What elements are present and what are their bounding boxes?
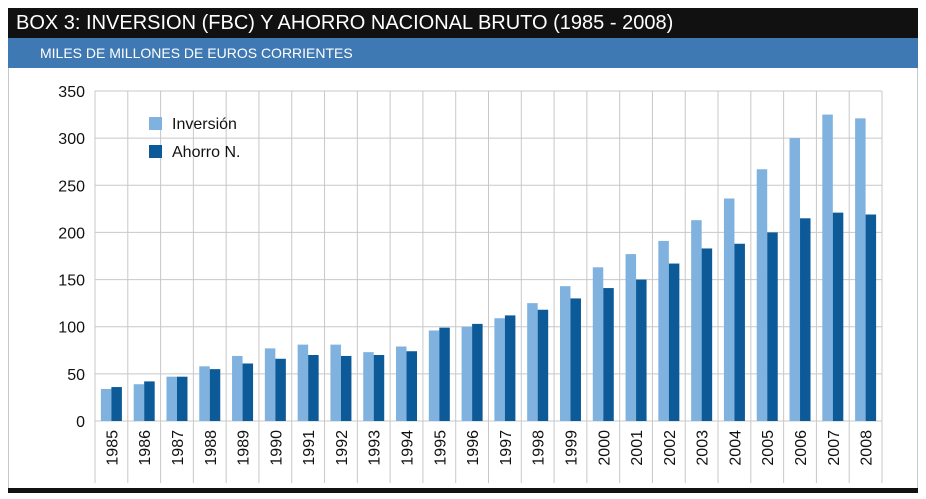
bar-chart: 0 50 100 150 200 250 300 350 1985 1986 1987 1988 198… [58, 84, 883, 483]
bar-inversion [559, 286, 571, 421]
y-tick-label: 50 [67, 367, 85, 384]
bottom-rule [8, 488, 918, 493]
legend-label: Ahorro N. [172, 144, 240, 161]
bar-inversion [855, 118, 866, 421]
bar-ahorro [111, 387, 122, 421]
bar-inversion [625, 254, 637, 421]
x-tick-label: 2002 [662, 430, 679, 466]
bar-inversion [789, 138, 801, 421]
bar-ahorro [504, 315, 516, 421]
bar-inversion [100, 388, 112, 421]
x-tick-label: 2001 [629, 430, 646, 466]
legend-swatch [149, 145, 162, 158]
y-tick-label: 0 [76, 414, 85, 431]
bar-ahorro [340, 355, 352, 421]
bar-ahorro [701, 248, 713, 421]
bar-ahorro [242, 363, 254, 421]
x-tick-label: 2008 [859, 430, 876, 466]
bar-inversion [396, 346, 407, 421]
bar-ahorro [373, 355, 385, 421]
bar-ahorro [439, 327, 450, 421]
y-tick-label: 300 [58, 131, 85, 148]
bar-inversion [428, 330, 440, 421]
bar-inversion [232, 355, 243, 421]
bar-ahorro [275, 358, 286, 421]
bar-inversion [723, 198, 735, 421]
legend-swatch [149, 117, 162, 130]
y-tick-label: 350 [58, 84, 85, 101]
bar-inversion [527, 303, 538, 421]
x-tick-label: 1998 [531, 430, 548, 466]
x-tick-label: 1985 [104, 430, 121, 466]
bar-ahorro [668, 263, 680, 421]
x-tick-label: 1994 [400, 430, 417, 466]
bar-ahorro [570, 298, 581, 421]
y-tick-label: 200 [58, 225, 85, 242]
legend-label: Inversión [172, 116, 237, 133]
bar-inversion [264, 348, 276, 421]
bar-inversion [592, 267, 604, 421]
y-tick-label: 150 [58, 273, 85, 290]
x-tick-label: 1992 [334, 430, 351, 466]
bar-inversion [330, 344, 341, 421]
bar-ahorro [472, 323, 483, 421]
x-tick-label: 2000 [596, 430, 613, 466]
bar-inversion [691, 220, 702, 421]
x-tick-label: 1995 [432, 430, 449, 466]
bar-inversion [494, 318, 505, 421]
x-tick-label: 1990 [268, 430, 285, 466]
chart-frame: 0 50 100 150 200 250 300 350 1985 1986 1987 1988 198… [8, 68, 918, 488]
x-tick-label: 1989 [236, 430, 253, 466]
x-tick-label: 2005 [760, 430, 777, 466]
bar-inversion [363, 352, 374, 421]
bar-ahorro [176, 376, 188, 421]
x-tick-label: 1999 [563, 430, 580, 466]
x-tick-label: 1997 [498, 430, 515, 466]
chart-title: BOX 3: INVERSION (FBC) Y AHORRO NACIONAL… [8, 8, 918, 38]
bar-ahorro [209, 369, 221, 421]
bar-ahorro [767, 232, 778, 421]
bar-inversion [756, 169, 768, 421]
bar-inversion [166, 376, 177, 421]
x-tick-label: 1988 [203, 430, 220, 466]
chart-subtitle: MILES DE MILLONES DE EUROS CORRIENTES [8, 38, 918, 68]
y-tick-label: 100 [58, 320, 85, 337]
bar-ahorro [800, 218, 811, 421]
bar-ahorro [406, 351, 418, 421]
x-tick-label: 2003 [695, 430, 712, 466]
x-tick-label: 1996 [465, 430, 482, 466]
bar-inversion [133, 384, 145, 421]
bar-inversion [461, 326, 473, 421]
bar-ahorro [537, 309, 549, 421]
x-tick-label: 2004 [727, 430, 744, 466]
x-tick-label: 1993 [367, 430, 384, 466]
bar-inversion [658, 240, 669, 421]
bar-inversion [199, 366, 210, 421]
bar-ahorro [603, 288, 614, 421]
bar-inversion [297, 344, 309, 421]
bar-ahorro [865, 214, 877, 421]
x-tick-label: 2006 [793, 430, 810, 466]
bar-ahorro [144, 381, 155, 421]
bar-ahorro [734, 243, 745, 421]
y-tick-label: 250 [58, 178, 85, 195]
x-tick-label: 1987 [170, 430, 187, 466]
bar-ahorro [832, 212, 844, 421]
bar-ahorro [636, 279, 647, 421]
bar-inversion [822, 114, 833, 422]
x-tick-label: 1991 [301, 430, 318, 466]
bar-ahorro [308, 355, 319, 421]
x-tick-label: 1986 [137, 430, 154, 466]
x-tick-label: 2007 [826, 430, 843, 466]
